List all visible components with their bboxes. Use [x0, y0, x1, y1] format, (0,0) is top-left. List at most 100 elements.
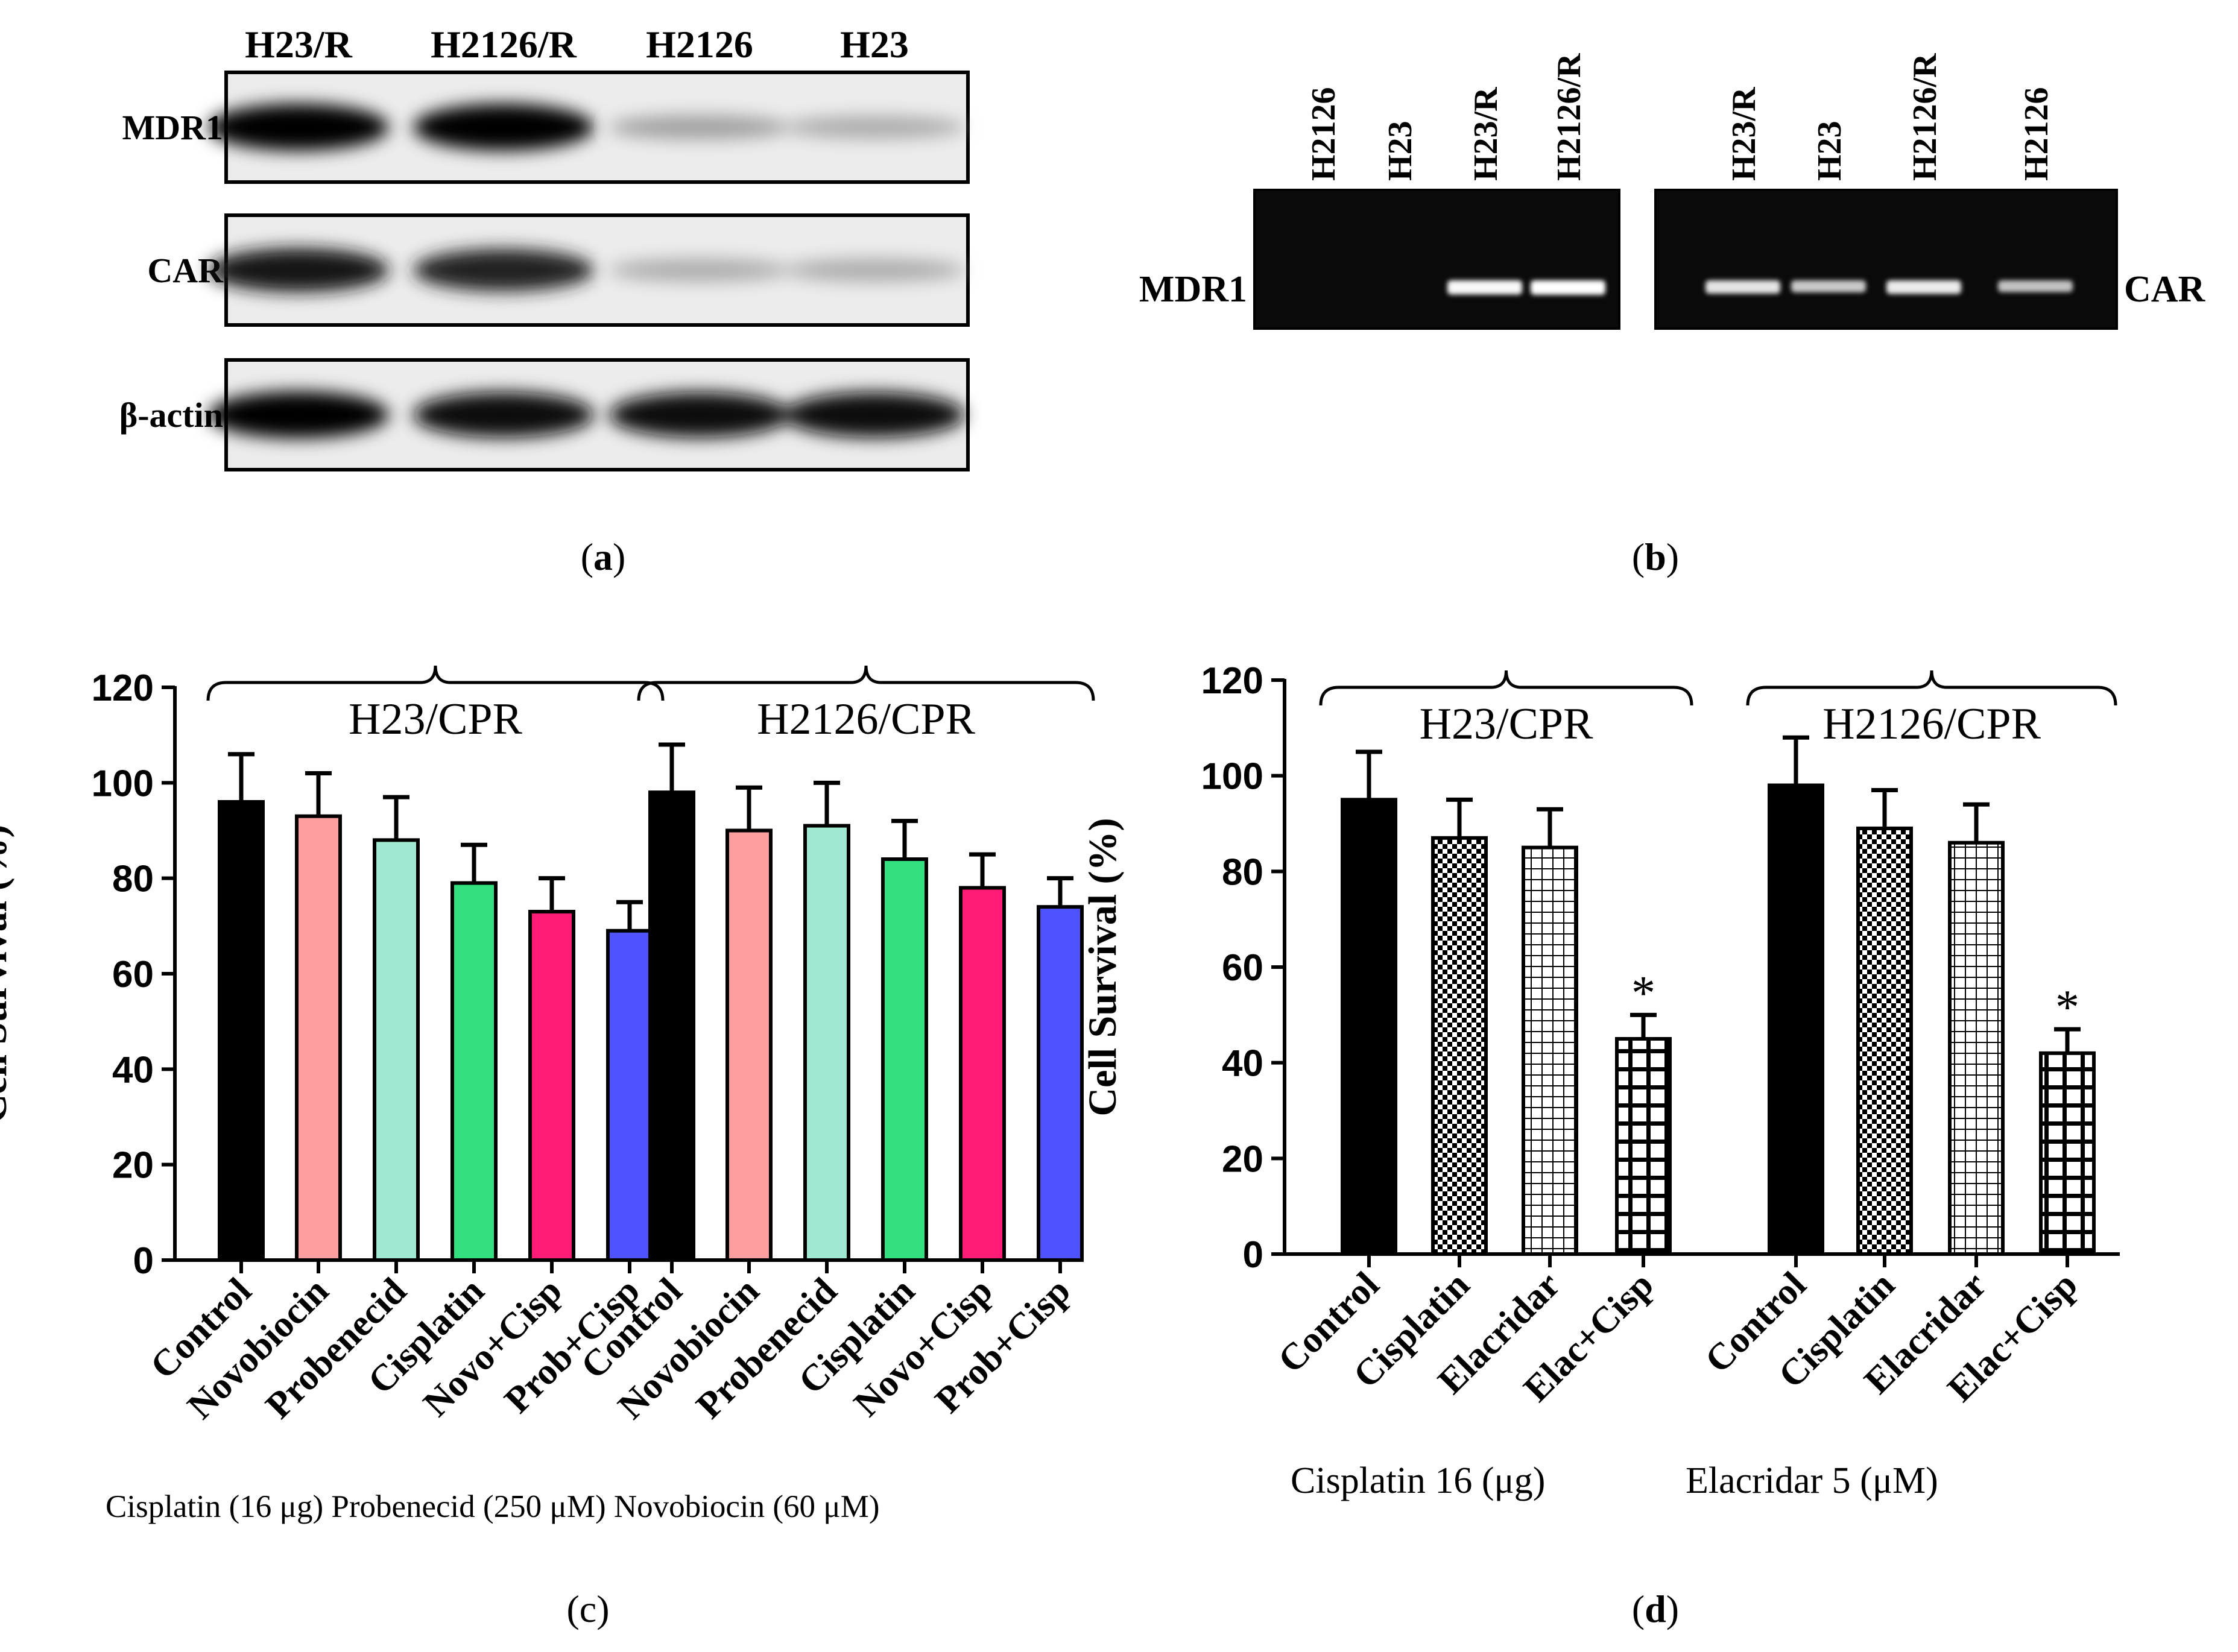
pcr-gel: H2126 H23 H23/R H2126/R MDR1 [1139, 53, 1620, 330]
blot-band [413, 248, 594, 292]
bar [1431, 836, 1488, 1256]
panel-a-western-blot: H23/R H2126/R H2126 H23 MDR1 CAR β-actin (a) [119, 23, 970, 578]
panel-d-footnote-right: Elacridar 5 (μM) [1686, 1460, 1938, 1501]
blot-band [413, 392, 594, 438]
blot-lane-label: H23/R [245, 23, 353, 66]
blot-row: β-actin [119, 358, 970, 471]
significance-marker: * [2055, 981, 2079, 1034]
panel-b-letter: b [1645, 535, 1666, 578]
panel-c-footnote: Cisplatin (16 μg) Probenecid (250 μM) No… [106, 1489, 879, 1524]
bar [1768, 783, 1824, 1256]
gel-row-label: MDR1 [1139, 269, 1247, 310]
panel-a-caption: (a) [581, 535, 626, 578]
blot-row-label: β-actin [119, 396, 223, 435]
blot-band [784, 392, 965, 438]
y-tick-label: 120 [1201, 660, 1263, 702]
bar [373, 838, 420, 1263]
bar [2039, 1051, 2096, 1256]
gel-band [1531, 280, 1605, 295]
y-tick-label: 80 [1222, 851, 1263, 893]
bar [1341, 798, 1397, 1256]
pcr-gel: H23/R H23 H2126/R H2126 CAR [1654, 53, 2206, 330]
blot-row: CAR [147, 213, 970, 327]
y-axis-title: Cell Survival (%) [0, 825, 15, 1123]
y-tick-label: 20 [112, 1145, 154, 1187]
gel-lane-label: H2126/R [1550, 53, 1588, 181]
gel-band [1998, 280, 2073, 292]
gel-lane-label: H23/R [1725, 87, 1763, 181]
gel-lane-label: H2126/R [1906, 53, 1944, 181]
y-tick-label: 0 [133, 1240, 154, 1282]
panel-a-letter: a [593, 535, 613, 578]
group-label: H23/CPR [1420, 699, 1594, 749]
gel-band [1791, 280, 1866, 292]
gel-band [1705, 280, 1780, 294]
gel-background [1253, 189, 1620, 330]
y-axis-title: Cell Survival (%) [1081, 818, 1125, 1117]
gel-lane-label: H23 [1382, 121, 1419, 181]
blot-lane-label: H23 [840, 23, 909, 66]
blot-row: MDR1 [122, 71, 970, 184]
y-tick-label: 80 [112, 859, 154, 900]
blot-band [609, 259, 790, 282]
gel-lane-label: H2126 [1305, 87, 1342, 181]
blot-band [208, 391, 389, 438]
gel-band [1886, 280, 1961, 294]
blot-band [208, 104, 389, 151]
y-tick-label: 120 [92, 667, 154, 709]
gel-lane-label: H23 [1811, 121, 1848, 181]
bar [218, 800, 265, 1262]
blot-band [413, 104, 594, 151]
bar [528, 910, 575, 1263]
blot-row-label: MDR1 [122, 108, 223, 147]
panel-b-caption: (b) [1632, 535, 1679, 578]
blot-lane-label: H2126/R [431, 23, 577, 66]
bar [450, 881, 498, 1263]
gel-band [1447, 280, 1522, 295]
gel-lane-label: H2126 [2018, 87, 2055, 181]
blot-band [609, 392, 790, 438]
bar [881, 857, 928, 1262]
y-tick-label: 40 [112, 1049, 154, 1091]
panel-c-caption: (c) [566, 1587, 609, 1630]
panel-c-bar-chart: 0 20 40 60 80 100 120 Cell Survival (%) H23/CPR C… [0, 665, 1095, 1630]
bar [1615, 1037, 1672, 1256]
bar [1522, 845, 1578, 1256]
bar [648, 790, 695, 1262]
group-bracket [637, 665, 1095, 701]
gel-row-label: CAR [2124, 269, 2206, 310]
panel-d-footnote-left: Cisplatin 16 (μg) [1291, 1460, 1545, 1501]
y-tick-label: 40 [1222, 1043, 1263, 1085]
bar [803, 824, 850, 1263]
group-label: H2126/CPR [1822, 699, 2041, 749]
y-tick-label: 60 [1222, 947, 1263, 989]
group-bracket [1746, 670, 2117, 706]
bar [725, 828, 773, 1262]
bar [1856, 826, 1913, 1256]
blot-band [784, 259, 965, 282]
y-tick-label: 100 [92, 763, 154, 804]
y-tick-label: 0 [1243, 1234, 1263, 1276]
group-label: H2126/CPR [757, 695, 976, 744]
group-bracket [1319, 670, 1693, 706]
group-label: H23/CPR [349, 695, 523, 744]
bar [606, 928, 653, 1262]
blot-band [609, 115, 790, 140]
blot-band [784, 116, 965, 139]
y-tick-label: 60 [112, 954, 154, 995]
blot-lane-label: H2126 [646, 23, 753, 66]
y-tick-label: 20 [1222, 1138, 1263, 1180]
bar [959, 886, 1006, 1262]
bar [1948, 840, 2005, 1256]
panel-d-caption: (d) [1632, 1587, 1679, 1630]
significance-marker: * [1631, 966, 1655, 1020]
gel-background [1654, 189, 2118, 330]
panel-d-bar-chart: 0 20 40 60 80 100 120 Cell Survival (%) H23/CPR C… [1081, 660, 2120, 1630]
blot-band [208, 248, 389, 292]
y-tick-label: 100 [1201, 756, 1263, 798]
bar [295, 814, 342, 1262]
bar [1037, 905, 1084, 1262]
gel-lane-label: H23/R [1467, 87, 1505, 181]
